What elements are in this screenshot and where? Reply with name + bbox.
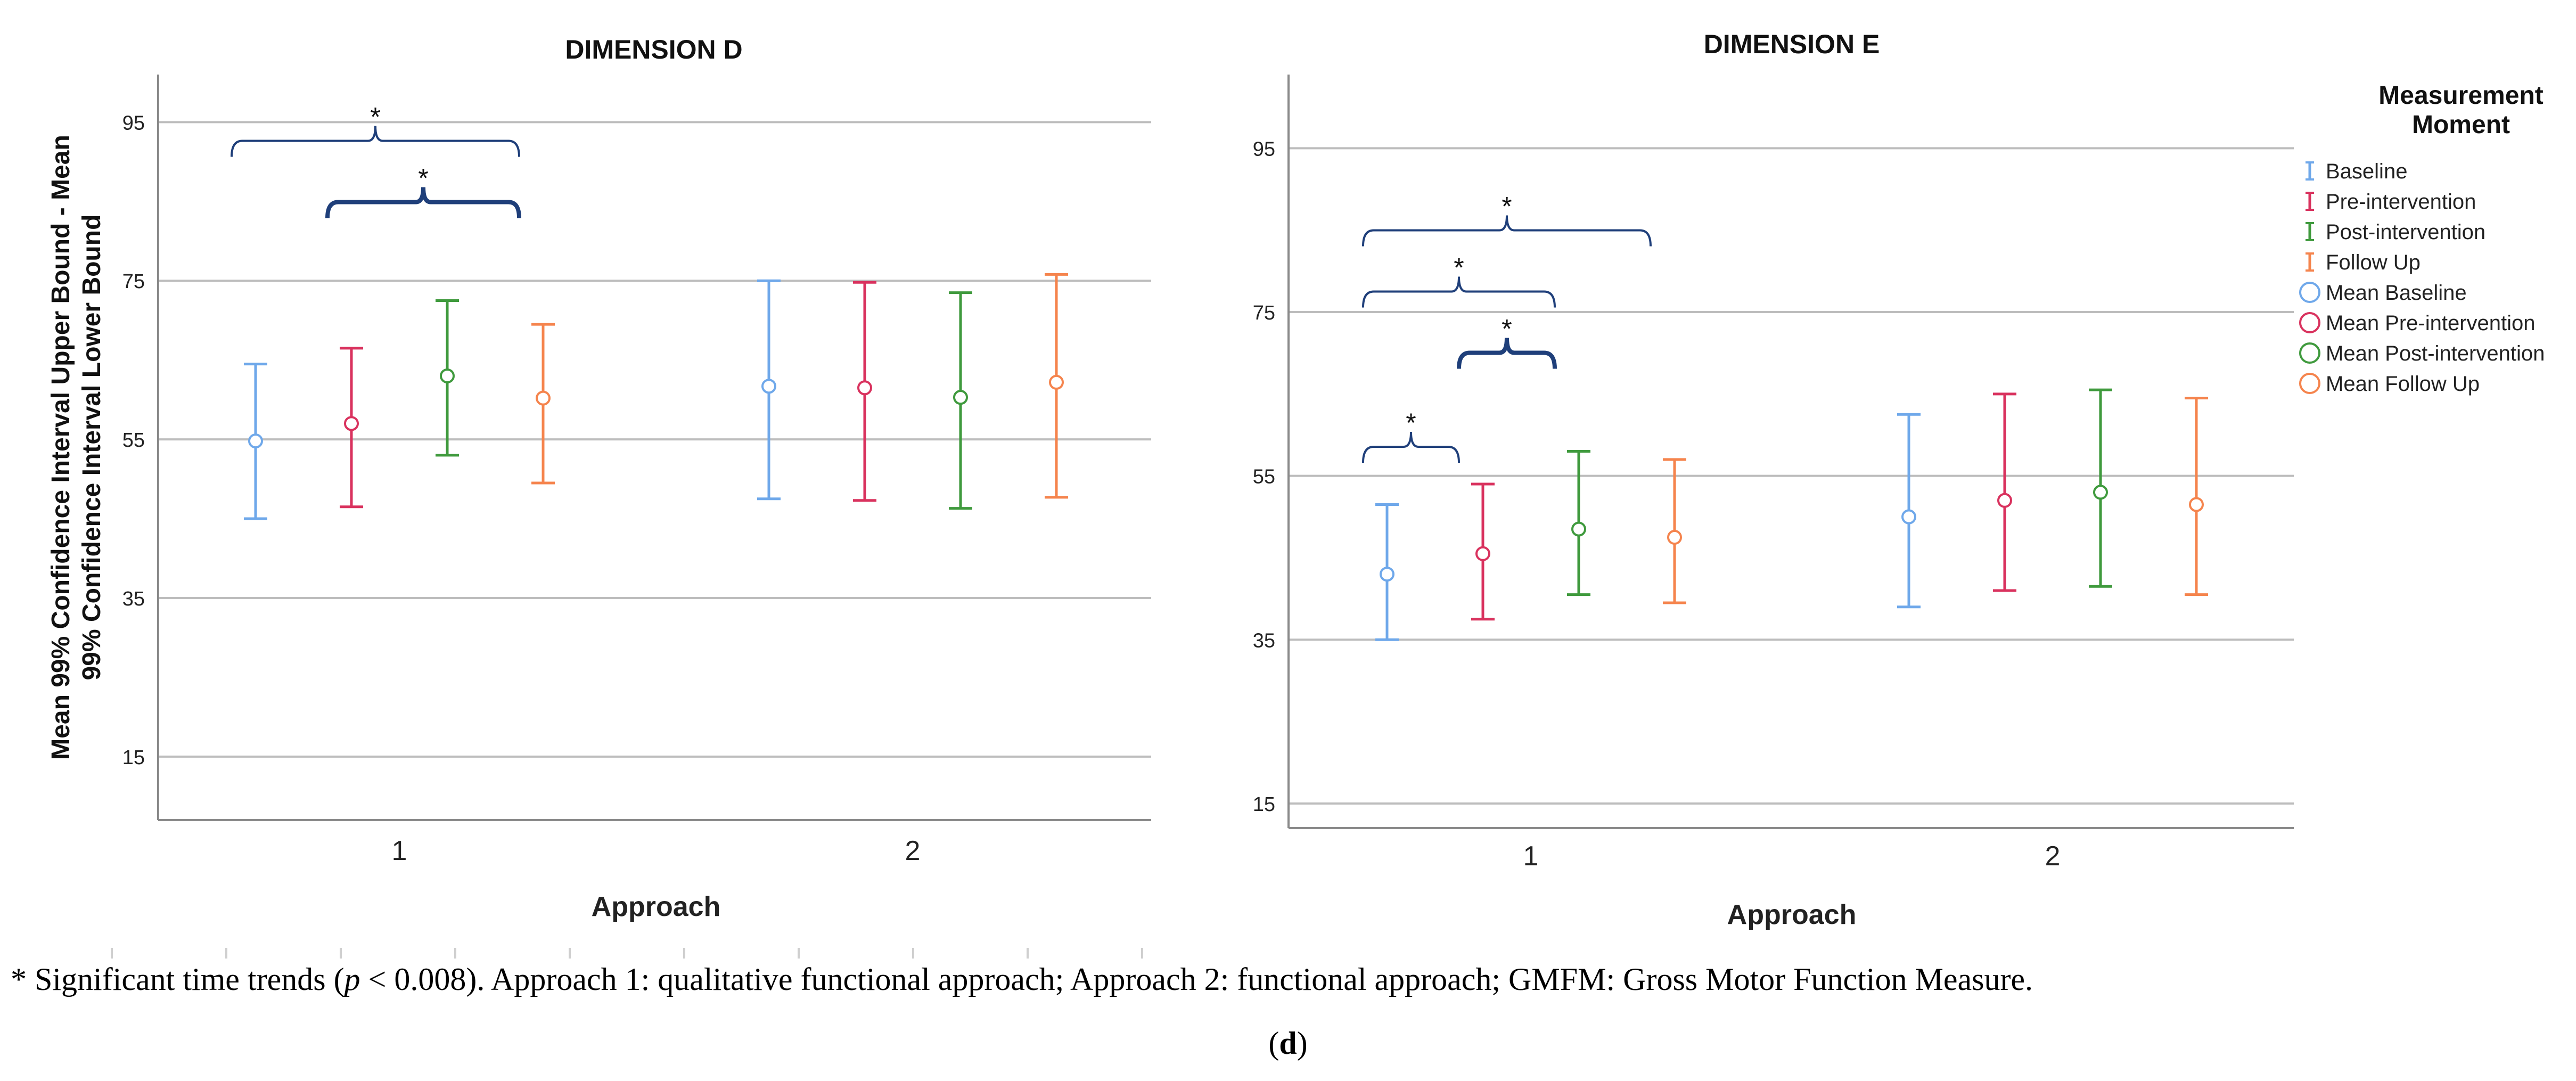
legend-marker-mean-post-intervention <box>2299 342 2320 364</box>
mean-point-post-intervention-approach-1 <box>1571 521 1586 537</box>
chart-title: DIMENSION D <box>565 35 742 64</box>
significance-bracket-3 <box>1457 338 1557 369</box>
legend-marker-mean-pre-intervention <box>2299 312 2320 333</box>
legend-title-line-2: Moment <box>2412 111 2510 139</box>
significance-star-3: * <box>1502 314 1512 344</box>
mean-point-pre-intervention-approach-1 <box>344 416 359 431</box>
x-tick-label-2: 2 <box>905 836 921 866</box>
significance-star-4: * <box>1406 408 1416 438</box>
significance-bracket-2 <box>1362 276 1556 308</box>
figure-caption: * Significant time trends (p < 0.008). A… <box>11 961 2566 998</box>
mean-point-follow-up-approach-1 <box>536 390 551 406</box>
x-tick-label-1: 1 <box>1523 841 1539 872</box>
mean-point-post-intervention-approach-2 <box>2093 485 2108 500</box>
y-tick-label-75: 75 <box>122 271 145 293</box>
mean-point-pre-intervention-approach-2 <box>857 380 872 396</box>
mean-point-baseline-approach-1 <box>248 433 263 449</box>
x-axis-label: Approach <box>1727 899 1857 930</box>
y-tick-label-95: 95 <box>1253 138 1275 160</box>
y-tick-label-95: 95 <box>122 112 145 134</box>
y-tick-label-15: 15 <box>1253 793 1275 816</box>
y-axis-label-line-1: Mean 99% Confidence Interval Upper Bound… <box>47 135 75 760</box>
mean-point-pre-intervention-approach-2 <box>1997 493 2012 508</box>
y-tick-label-55: 55 <box>1253 466 1275 488</box>
y-tick-label-15: 15 <box>122 747 145 769</box>
legend-label-pre-intervention: Pre-intervention <box>2326 190 2476 214</box>
mean-point-follow-up-approach-1 <box>1667 529 1682 545</box>
significance-bracket-4 <box>1362 432 1460 463</box>
legend-marker-mean-follow-up <box>2299 373 2320 394</box>
y-tick-label-35: 35 <box>122 588 145 610</box>
significance-star-2: * <box>1454 253 1464 283</box>
mean-point-baseline-approach-1 <box>1380 567 1394 582</box>
caption-p-symbol: p <box>344 962 360 997</box>
x-tick-label-2: 2 <box>2045 841 2061 872</box>
caption-star: * <box>11 962 27 997</box>
significance-star-1: * <box>1502 192 1512 222</box>
x-axis-label: Approach <box>592 891 721 922</box>
legend-label-mean-follow-up: Mean Follow Up <box>2326 372 2480 396</box>
legend-marker-mean-baseline <box>2299 282 2320 303</box>
legend-label-mean-post-intervention: Mean Post-intervention <box>2326 342 2545 365</box>
chart-panel-1: 15 35 55 75 95 DIMENSION D 1 2 Approach Mean 99% … <box>47 35 1151 922</box>
y-tick-label-55: 55 <box>122 429 145 452</box>
label-open-paren: ( <box>1268 1026 1279 1061</box>
panel-letter: d <box>1279 1026 1297 1061</box>
mean-point-follow-up-approach-2 <box>2189 497 2204 512</box>
legend-label-post-intervention: Post-intervention <box>2326 220 2485 244</box>
significance-bracket-1 <box>1362 215 1652 247</box>
mean-point-follow-up-approach-2 <box>1049 374 1064 390</box>
y-tick-label-35: 35 <box>1253 629 1275 652</box>
legend-label-mean-baseline: Mean Baseline <box>2326 281 2467 305</box>
mean-point-baseline-approach-2 <box>761 379 776 394</box>
caption-text-1: Significant time trends ( <box>27 962 344 997</box>
legend-label-mean-pre-intervention: Mean Pre-intervention <box>2326 312 2536 335</box>
mean-point-post-intervention-approach-2 <box>953 390 968 405</box>
mean-point-baseline-approach-2 <box>1901 509 1916 525</box>
y-tick-label-75: 75 <box>1253 302 1275 324</box>
label-close-paren: ) <box>1297 1026 1308 1061</box>
chart-panel-2: 15 35 55 75 95 DIMENSION E 1 2 Approach * * * * <box>1253 29 2294 930</box>
x-tick-label-1: 1 <box>392 836 407 866</box>
chart-title: DIMENSION E <box>1704 29 1880 59</box>
mean-point-post-intervention-approach-1 <box>440 368 455 383</box>
legend-title-line-1: Measurement <box>2378 81 2543 110</box>
y-axis-label-line-2: 99% Confidence Interval Lower Bound <box>78 215 106 681</box>
significance-star-1: * <box>370 102 380 132</box>
legend-label-follow-up: Follow Up <box>2326 251 2421 274</box>
legend-label-baseline: Baseline <box>2326 160 2407 183</box>
significance-star-2: * <box>418 163 428 193</box>
figure-panel-label: (d) <box>0 1025 2576 1062</box>
mean-point-pre-intervention-approach-1 <box>1475 546 1490 561</box>
caption-text-2: < 0.008). Approach 1: qualitative functi… <box>360 962 2033 997</box>
